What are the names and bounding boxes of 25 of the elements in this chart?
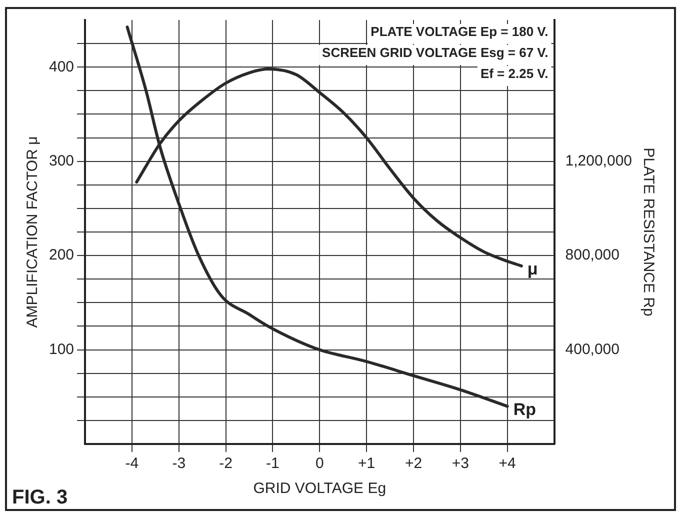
annotation: PLATE VOLTAGE Ep = 180 V. <box>370 24 548 40</box>
y-tick-label: 400 <box>48 58 74 76</box>
y2-tick-label: 400,000 <box>565 340 620 358</box>
x-tick-label: -3 <box>172 455 186 472</box>
y2-tick-label: 1,200,000 <box>565 152 632 170</box>
x-tick-label: +4 <box>498 455 516 472</box>
x-tick-label: 0 <box>315 455 324 472</box>
x-axis-title: GRID VOLTAGE Eg <box>253 480 386 498</box>
y-tick-label: 300 <box>48 152 74 170</box>
x-tick-label: -4 <box>125 455 139 472</box>
series-label: Rp <box>513 400 536 419</box>
x-tick-label: -2 <box>219 455 232 472</box>
y-tick-label: 200 <box>48 246 74 264</box>
x-tick-label: +2 <box>404 455 422 472</box>
x-tick-label: +1 <box>358 455 376 472</box>
y2-axis-title: PLATE RESISTANCE Rp <box>640 148 657 316</box>
x-tick-label: -1 <box>266 455 280 472</box>
y-axis-title: AMPLIFICATION FACTOR μ <box>24 136 42 328</box>
x-tick-label: +3 <box>452 455 469 472</box>
caption: FIG. 3 <box>12 486 68 509</box>
annotation: Ef = 2.25 V. <box>480 66 548 82</box>
y2-tick-label: 800,000 <box>565 246 620 264</box>
annotation: SCREEN GRID VOLTAGE Esg = 67 V. <box>322 45 548 60</box>
series-label: μ <box>527 260 538 279</box>
y-tick-label: 100 <box>48 340 74 358</box>
